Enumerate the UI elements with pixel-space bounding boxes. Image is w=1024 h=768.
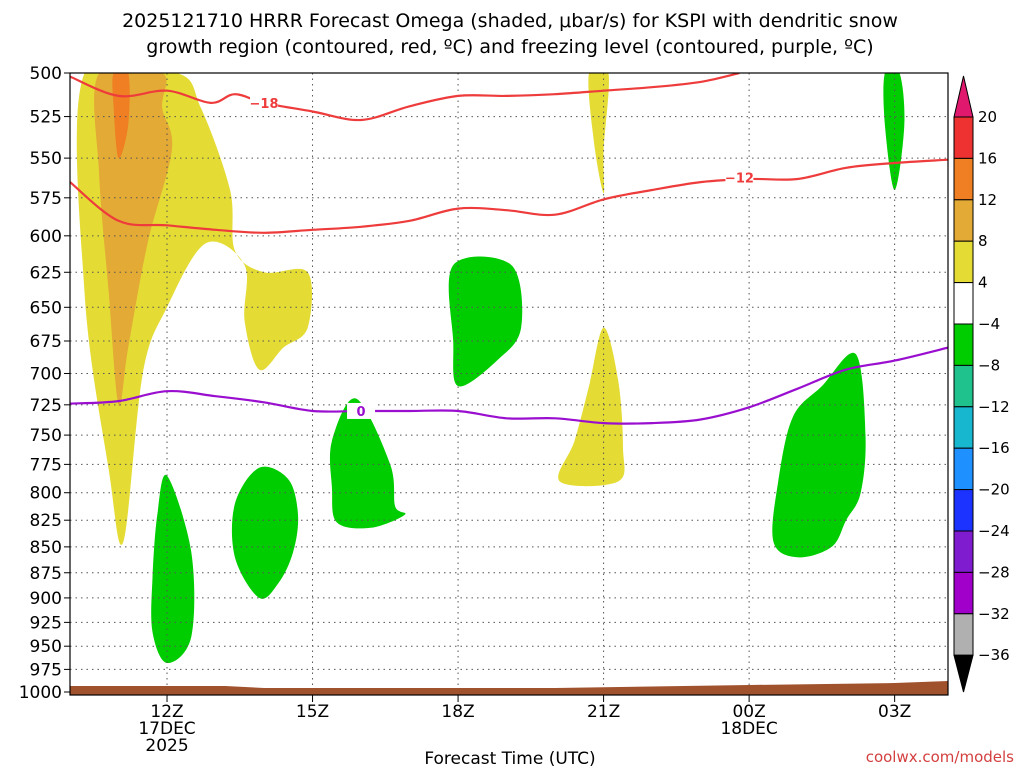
y-tick-label-850: 850 xyxy=(30,538,62,558)
temperature-contours: −18 −12 0 xyxy=(70,73,948,425)
y-tick-label-875: 875 xyxy=(30,564,62,584)
y-tick-label-650: 650 xyxy=(30,298,62,318)
colorbar-segment-4 xyxy=(953,282,974,325)
omega-region-7 xyxy=(329,398,406,529)
y-tick-label-725: 725 xyxy=(30,396,62,416)
omega-region-6 xyxy=(231,466,299,599)
y-tick-label-775: 775 xyxy=(30,455,62,475)
colorbar-label-2: 12 xyxy=(978,191,997,209)
colorbar-label-13: −36 xyxy=(978,646,1010,664)
x-tick-label-21Z: 21Z xyxy=(587,702,620,722)
omega-region-10 xyxy=(883,73,905,190)
y-tick-label-625: 625 xyxy=(30,263,62,283)
colorbar-bottom-arrow xyxy=(953,654,974,693)
y-tick-label-925: 925 xyxy=(30,613,62,633)
plot-frame xyxy=(69,72,949,696)
colorbar-segment-6 xyxy=(953,364,974,408)
omega-region-8 xyxy=(448,256,523,387)
terrain-fill xyxy=(70,681,948,695)
colorbar-label-4: 4 xyxy=(978,274,988,292)
x-tick-label-00Z: 00Z xyxy=(732,702,765,722)
colorbar-segment-9 xyxy=(953,489,974,532)
x-tick-label-12Z: 12Z xyxy=(150,702,183,722)
x-tick-label-15Z: 15Z xyxy=(296,702,329,722)
x-tick-label-17DEC: 17DEC xyxy=(138,719,195,739)
colorbar-segment-8 xyxy=(953,447,974,491)
isotherm-label-bg-0 xyxy=(250,94,279,111)
y-tick-label-575: 575 xyxy=(30,189,62,209)
y-tick-label-975: 975 xyxy=(30,660,62,680)
x-tick-label-03Z: 03Z xyxy=(878,702,911,722)
isotherm-line-1 xyxy=(70,158,948,234)
y-tick-label-700: 700 xyxy=(30,364,62,384)
omega-region-5 xyxy=(151,474,195,664)
isotherm-line-0 xyxy=(70,73,740,122)
isotherm-label-1: −12 xyxy=(725,171,754,186)
colorbar-segment-0 xyxy=(953,116,974,159)
isotherm-label-bg-1 xyxy=(725,169,754,186)
colorbar-label-5: −4 xyxy=(978,315,1000,333)
colorbar-label-10: −24 xyxy=(978,522,1010,540)
colorbar-segment-1 xyxy=(953,157,974,201)
y-tick-label-600: 600 xyxy=(30,227,62,247)
pressure-axis: 500 525 550 575 600 625 650 675 700 725 750 775 800 8… xyxy=(19,64,70,703)
colorbar-segment-2 xyxy=(953,199,974,242)
colorbar-label-1: 16 xyxy=(978,149,997,167)
x-tick-label-2025: 2025 xyxy=(145,736,188,756)
grid-lines xyxy=(70,73,948,695)
credit-text: coolwx.com/models xyxy=(866,748,1014,766)
colorbar: 20 16 12 8 4 −4 −8 −12 −16 −20 −24 −28 −32 −36 xyxy=(953,75,1010,693)
omega-region-1 xyxy=(94,73,173,407)
omega-region-9 xyxy=(772,352,866,558)
omega-region-3 xyxy=(588,73,609,194)
y-tick-label-800: 800 xyxy=(30,484,62,504)
chart-title-line2: growth region (contoured, red, ºC) and f… xyxy=(146,36,873,58)
colorbar-label-9: −20 xyxy=(978,481,1010,499)
y-tick-label-675: 675 xyxy=(30,332,62,352)
y-tick-label-825: 825 xyxy=(30,511,62,531)
colorbar-segment-5 xyxy=(953,323,974,366)
colorbar-segment-10 xyxy=(953,530,974,573)
colorbar-segment-11 xyxy=(953,571,974,615)
terrain-band xyxy=(70,681,948,695)
colorbar-segment-7 xyxy=(953,406,974,449)
x-axis-label: Forecast Time (UTC) xyxy=(424,749,595,768)
colorbar-label-3: 8 xyxy=(978,232,988,250)
colorbar-label-6: −8 xyxy=(978,356,1000,374)
colorbar-label-11: −28 xyxy=(978,563,1010,581)
y-tick-label-950: 950 xyxy=(30,637,62,657)
colorbar-label-7: −12 xyxy=(978,398,1010,416)
colorbar-top-arrow xyxy=(953,75,974,118)
colorbar-segment-12 xyxy=(953,613,974,656)
chart-title-line1: 2025121710 HRRR Forecast Omega (shaded, … xyxy=(122,10,898,32)
colorbar-segment-3 xyxy=(953,240,974,284)
y-tick-label-550: 550 xyxy=(30,149,62,169)
omega-region-2 xyxy=(112,73,130,159)
y-tick-label-1000: 1000 xyxy=(19,683,62,703)
y-tick-label-900: 900 xyxy=(30,589,62,609)
y-tick-label-500: 500 xyxy=(30,64,62,84)
x-tick-label-18DEC: 18DEC xyxy=(720,719,777,739)
y-tick-label-525: 525 xyxy=(30,108,62,128)
y-tick-label-750: 750 xyxy=(30,426,62,446)
isotherm-label-bg-2 xyxy=(347,402,376,419)
isotherm-label-0: −18 xyxy=(250,97,279,112)
isotherm-label-2: 0 xyxy=(357,405,366,420)
colorbar-label-12: −32 xyxy=(978,605,1010,623)
colorbar-label-0: 20 xyxy=(978,108,997,126)
omega-region-4 xyxy=(558,327,625,487)
colorbar-label-8: −16 xyxy=(978,439,1010,457)
isotherm-line-2 xyxy=(70,346,948,425)
omega-shading-layer xyxy=(76,73,905,664)
x-tick-label-18Z: 18Z xyxy=(441,702,474,722)
